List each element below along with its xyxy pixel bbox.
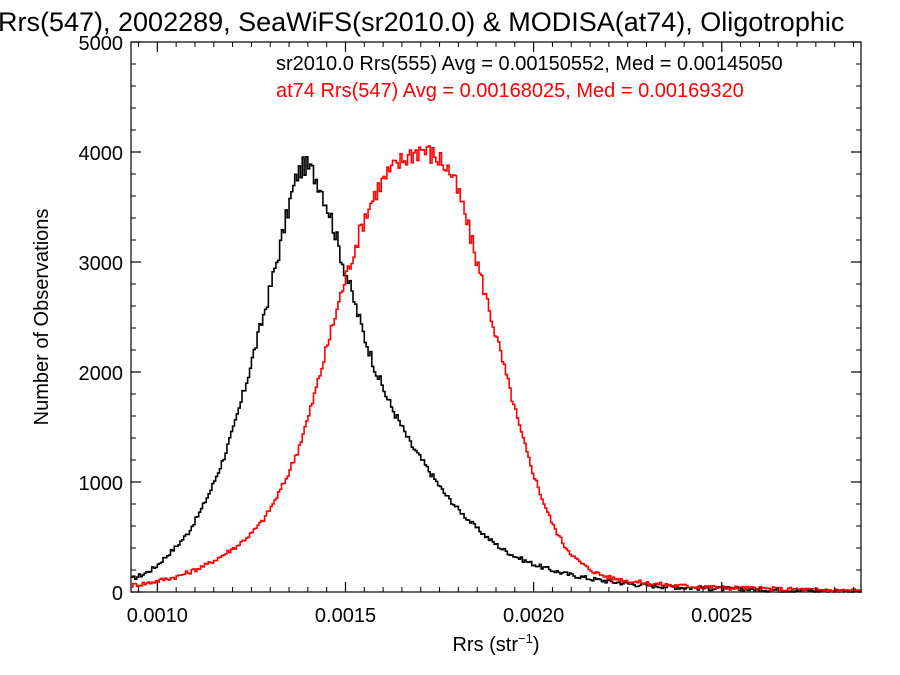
x-axis-label: Rrs (str−1) (452, 631, 539, 656)
plot-area: 0 1000 2000 3000 4000 5000 0.0010 0.0015 0.0020 0… (79, 33, 862, 627)
x-axis-label-main: Rrs (str (452, 634, 518, 656)
x-tick-label: 0.0015 (315, 605, 376, 627)
annotation-red: at74 Rrs(547) Avg = 0.00168025, Med = 0.… (276, 80, 744, 102)
plot-frame (130, 41, 862, 593)
x-tick-label: 0.0010 (127, 605, 188, 627)
series-layer (131, 145, 862, 593)
y-tick-label: 2000 (79, 363, 124, 385)
y-tick-label: 4000 (79, 143, 124, 165)
chart-title: Rrs(547), 2002289, SeaWiFS(sr2010.0) & M… (0, 7, 844, 37)
annotation-black: sr2010.0 Rrs(555) Avg = 0.00150552, Med … (276, 53, 783, 75)
x-tick-label: 0.0025 (691, 605, 752, 627)
y-tick-label: 0 (112, 583, 123, 605)
tick-layer: 0 1000 2000 3000 4000 5000 0.0010 0.0015 0.0020 0… (79, 33, 861, 627)
y-tick-label: 1000 (79, 473, 124, 495)
histogram-series-2 (131, 145, 862, 593)
x-axis-label-sup: −1 (518, 631, 533, 646)
y-tick-label: 3000 (79, 253, 124, 275)
y-axis-label: Number of Observations (31, 209, 53, 426)
x-tick-label: 0.0020 (503, 605, 564, 627)
y-tick-label: 5000 (79, 33, 124, 55)
histogram-series-1 (131, 156, 862, 593)
x-axis-label-close: ) (533, 634, 540, 656)
